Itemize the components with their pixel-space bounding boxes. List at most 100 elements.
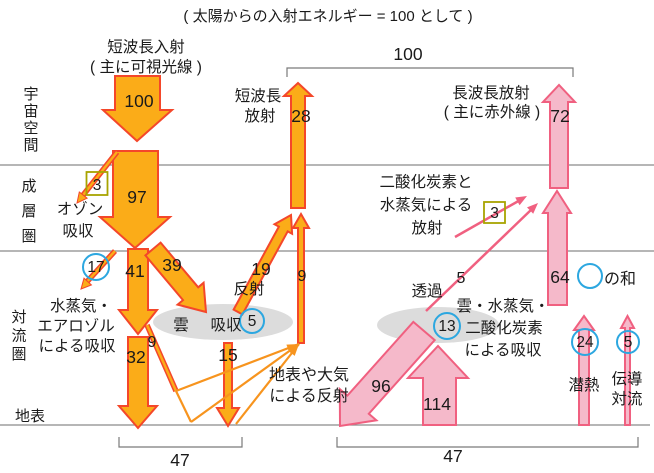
layer-label-surface: 地表: [15, 408, 45, 425]
reflection-line-1: [190, 343, 300, 423]
arrow-conduction-5: [619, 313, 636, 426]
arrow-to-cloud-39: [143, 241, 208, 314]
arrow-vapor-17-head: [80, 277, 93, 290]
value-100-in: 100: [124, 91, 153, 111]
value-64: 64: [550, 267, 570, 287]
layer-label-space: 宇宙空間: [23, 86, 38, 154]
arrow-cloud-reflect-19: [232, 213, 294, 316]
value-15: 15: [218, 345, 237, 365]
arrow-after-ozone-97: [97, 150, 173, 250]
ozone-label-1: オゾン: [57, 201, 104, 218]
arrow-back-radiation-96: [338, 320, 437, 428]
circle-5-cloud: [239, 308, 265, 334]
latent-label: 潜熱: [568, 376, 599, 394]
reflection-line-down: [175, 390, 192, 423]
lw-cloud-absorb-label-3: による吸収: [464, 341, 542, 359]
arrow-shortwave-out-28: [281, 81, 315, 209]
value-100-top: 100: [393, 44, 422, 64]
ozone-label-2: 吸収: [62, 222, 94, 240]
value-24: 24: [576, 334, 594, 351]
diagram-title: ( 太陽からの入射エネルギー = 100 として ): [183, 8, 472, 25]
co2-radiation-label-2: 水蒸気による: [380, 196, 473, 214]
arrow-solar-incoming-100: [100, 75, 175, 143]
co2-value-box: [483, 201, 506, 224]
right-surface-bracket: [336, 437, 639, 448]
arrow-transmit-5-head: [527, 203, 538, 214]
cloud-absorb-label: 吸収: [210, 316, 242, 334]
arrow-to-surface-32: [116, 336, 160, 430]
value-5-transmit: 5: [457, 270, 466, 287]
arrow-longwave-out-72: [540, 83, 578, 189]
value-47-left: 47: [170, 450, 189, 470]
shortwave-incoming-label-1: 短波長入射: [107, 38, 185, 56]
longwave-thin-arrows: [425, 196, 538, 312]
value-72: 72: [550, 106, 569, 126]
circle-24: [571, 328, 599, 356]
reflection-line-2: [175, 342, 300, 393]
surface-reflect-label-2: による反射: [269, 387, 349, 405]
lw-cloud-absorb-label-2: 二酸化炭素: [465, 319, 543, 337]
value-96: 96: [371, 376, 390, 396]
value-39: 39: [162, 255, 181, 275]
layer-label-troposphere: 対流圏: [11, 309, 26, 363]
arrow-vapor-17: [83, 250, 116, 286]
shortwave-arrows: [97, 75, 315, 430]
reflection-arrowhead-3: [288, 344, 299, 356]
arrow-scatter-9: [145, 324, 178, 392]
vapor-label-2: エアロゾル: [37, 318, 115, 335]
arrow-atmos-up-64: [541, 189, 573, 306]
value-97: 97: [127, 187, 146, 207]
value-3-ozone: 3: [93, 177, 102, 194]
longwave-out-label-2: ( 主に赤外線 ): [444, 103, 540, 121]
surface-reflect-label-1: 地表や大気: [269, 366, 349, 384]
lw-cloud-absorb-label-1: 雲・水蒸気・: [456, 297, 549, 315]
arrow-surface-up-114: [405, 344, 471, 426]
value-47-right: 47: [443, 446, 462, 466]
vapor-label-1: 水蒸気・: [50, 297, 112, 315]
value-41: 41: [125, 261, 144, 281]
value-5-conduction: 5: [624, 334, 633, 351]
reflect-label: 反射: [233, 280, 264, 298]
value-17: 17: [87, 259, 104, 276]
left-surface-bracket: [118, 437, 243, 448]
conduction-label-1: 伝導: [611, 370, 642, 388]
circle-5-conduction: [616, 330, 640, 354]
arrow-reflected-up-9: [291, 211, 311, 344]
brackets: [118, 67, 639, 448]
reflection-arrowhead-2: [286, 344, 299, 352]
shortwave-incoming-label-2: ( 主に可視光線 ): [90, 58, 202, 76]
value-32: 32: [126, 347, 145, 367]
shortwave-out-label-2: 放射: [244, 107, 275, 125]
value-13: 13: [438, 318, 455, 335]
circle-sum-legend: [577, 263, 603, 289]
arrow-ozone-3-head: [76, 191, 89, 204]
circle-17: [82, 253, 110, 281]
transmit-label: 透過: [411, 282, 443, 300]
value-114: 114: [423, 394, 451, 414]
top-total-bracket: [286, 67, 574, 77]
shortwave-out-label-1: 短波長: [235, 87, 282, 105]
cloud-label: 雲: [173, 317, 189, 334]
surface-reflection-lines: [175, 342, 300, 425]
value-28: 28: [291, 106, 310, 126]
ozone-value-box: [85, 171, 109, 196]
layer-label-stratosphere: 成層圏: [21, 178, 36, 245]
arrow-through-cloud-15: [215, 342, 241, 428]
co2-radiation-label-1: 二酸化炭素と: [379, 173, 472, 191]
reflection-line-3: [235, 343, 300, 425]
circle-13: [433, 312, 461, 340]
value-5-cloud: 5: [248, 313, 257, 330]
value-19: 19: [251, 259, 270, 279]
conduction-label-2: 対流: [611, 390, 642, 408]
co2-radiation-label-3: 放射: [411, 219, 442, 237]
circled-values: [82, 253, 640, 356]
value-9-down: 9: [148, 334, 157, 351]
arrow-co2-radiation-3-head: [515, 196, 527, 206]
longwave-out-label-1: 長波長放射: [452, 84, 530, 102]
arrow-co2-radiation-3: [454, 197, 523, 239]
value-3-co2: 3: [490, 205, 499, 222]
vapor-label-3: による吸収: [38, 337, 116, 355]
arrow-transmit-5: [425, 207, 534, 312]
circle-sum-label: の和: [604, 270, 636, 288]
